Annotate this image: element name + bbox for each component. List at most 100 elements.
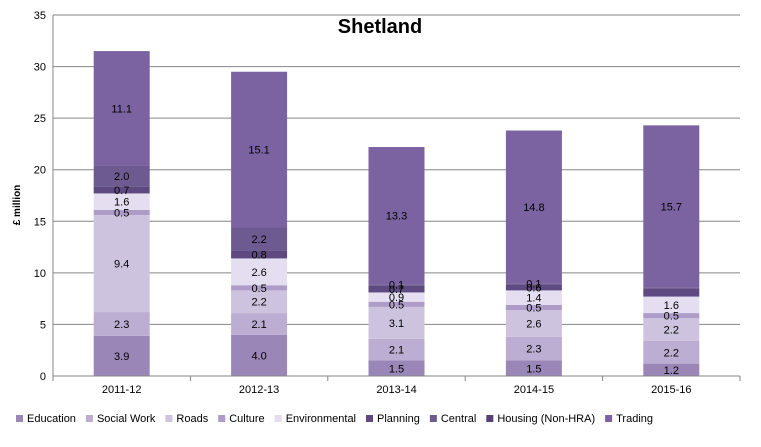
y-tick-label: 30 bbox=[34, 62, 46, 74]
data-label: 3.1 bbox=[389, 318, 404, 330]
bar-segment bbox=[643, 313, 700, 319]
legend-swatch bbox=[366, 415, 374, 422]
data-label: 2.0 bbox=[114, 171, 129, 183]
bar-segment bbox=[368, 285, 425, 293]
data-label: 1.2 bbox=[664, 365, 679, 377]
bar-segment bbox=[231, 290, 288, 314]
data-label: 1.5 bbox=[389, 363, 404, 375]
y-tick-label: 20 bbox=[34, 165, 46, 177]
y-tick-label: 10 bbox=[34, 268, 46, 280]
y-tick-label: 35 bbox=[34, 10, 46, 22]
legend-entry: Central bbox=[441, 413, 476, 425]
bar-segment bbox=[505, 284, 562, 291]
data-label: 0.5 bbox=[664, 311, 679, 323]
data-label: 0.5 bbox=[526, 302, 541, 314]
data-label: 1.6 bbox=[114, 197, 129, 209]
data-label: 2.2 bbox=[664, 325, 679, 337]
legend-entry: Roads bbox=[176, 413, 208, 425]
data-label: 0.7 bbox=[114, 185, 129, 197]
bar-segment bbox=[643, 125, 700, 288]
data-label: 1.6 bbox=[664, 300, 679, 312]
legend-swatch bbox=[165, 415, 173, 422]
bar-segment bbox=[505, 290, 562, 305]
x-tick-label: 2012-13 bbox=[239, 384, 279, 396]
legend-entry: Environmental bbox=[286, 413, 356, 425]
data-labels: 3.92.39.40.51.60.72.011.14.02.12.20.52.6… bbox=[111, 103, 682, 376]
data-label: 0.1 bbox=[526, 279, 541, 291]
bar-segment bbox=[368, 301, 425, 307]
data-label: 4.0 bbox=[251, 350, 266, 362]
legend: Education Social Work Roads Culture Environm… bbox=[16, 413, 653, 425]
bar-segment bbox=[231, 334, 288, 376]
bar-segment bbox=[231, 250, 288, 259]
y-tick-label: 0 bbox=[40, 371, 46, 383]
bar-segment bbox=[643, 296, 700, 314]
data-label: 2.2 bbox=[664, 347, 679, 359]
data-label: 1.4 bbox=[526, 293, 541, 305]
bar-segment bbox=[93, 215, 150, 313]
bar-segment bbox=[505, 130, 562, 284]
data-label: 14.8 bbox=[523, 202, 544, 214]
bar-segment bbox=[93, 209, 150, 216]
data-label: 2.2 bbox=[251, 297, 266, 309]
bar-segment bbox=[505, 360, 562, 376]
legend-entry: Trading bbox=[616, 413, 653, 425]
data-label: 2.6 bbox=[526, 318, 541, 330]
bar-segment bbox=[368, 338, 425, 361]
bar-segment bbox=[643, 340, 700, 364]
bar-segment bbox=[505, 283, 562, 285]
y-tick-label: 15 bbox=[34, 216, 46, 228]
data-label: 2.2 bbox=[251, 234, 266, 246]
bar-segment bbox=[368, 306, 425, 339]
legend-swatch bbox=[274, 415, 282, 422]
bar-segment bbox=[368, 292, 425, 302]
x-tick-label: 2014-15 bbox=[514, 384, 554, 396]
legend-entry: Housing (Non-HRA) bbox=[497, 413, 595, 425]
legend-entry: Education bbox=[27, 413, 76, 425]
bars bbox=[93, 51, 700, 376]
bar-segment bbox=[93, 186, 150, 194]
data-label: 9.4 bbox=[114, 259, 129, 271]
data-label: 0.8 bbox=[251, 249, 266, 261]
y-axis-label: £ million bbox=[12, 185, 23, 226]
data-label: 1.5 bbox=[526, 363, 541, 375]
data-label: 0.5 bbox=[251, 283, 266, 295]
bar-segment bbox=[643, 318, 700, 341]
bar-segment bbox=[231, 285, 288, 291]
bar-segment bbox=[368, 147, 425, 285]
data-label: 2.3 bbox=[526, 344, 541, 356]
legend-swatch bbox=[16, 415, 23, 422]
bar-segment bbox=[93, 193, 150, 210]
bar-segment bbox=[505, 336, 562, 361]
bar-segment bbox=[643, 288, 700, 297]
data-label: 3.9 bbox=[114, 351, 129, 363]
y-tick-label: 25 bbox=[34, 113, 46, 125]
data-label: 0.1 bbox=[389, 280, 404, 292]
x-tick-label: 2011-12 bbox=[102, 384, 142, 396]
bar-segment bbox=[231, 227, 288, 251]
bar-segment bbox=[643, 287, 700, 289]
legend-entry: Culture bbox=[229, 413, 264, 425]
data-label: 2.3 bbox=[114, 319, 129, 331]
bar-segment bbox=[93, 165, 150, 187]
data-label: 2.6 bbox=[251, 267, 266, 279]
data-label: 15.1 bbox=[248, 145, 269, 157]
data-label: 13.3 bbox=[386, 211, 407, 223]
bar-segment bbox=[93, 312, 150, 336]
data-label: 2.1 bbox=[251, 319, 266, 331]
axes: 0 5 10 15 20 25 30 35 2011-12 2012-13 2013-14 2014-… bbox=[34, 10, 741, 396]
data-label: 0.5 bbox=[114, 208, 129, 220]
bar-segment bbox=[231, 258, 288, 286]
legend-entry: Social Work bbox=[97, 413, 156, 425]
data-label: 0.9 bbox=[389, 292, 404, 304]
data-label: 2.1 bbox=[389, 345, 404, 357]
legend-swatch bbox=[605, 415, 613, 422]
bar-segment bbox=[231, 71, 288, 228]
x-tick-label: 2015-16 bbox=[651, 384, 691, 396]
x-tick-label: 2013-14 bbox=[376, 384, 416, 396]
legend-swatch bbox=[429, 415, 437, 422]
data-label: 0.6 bbox=[526, 282, 541, 294]
legend-swatch bbox=[85, 415, 93, 422]
bar-segment bbox=[93, 335, 150, 376]
